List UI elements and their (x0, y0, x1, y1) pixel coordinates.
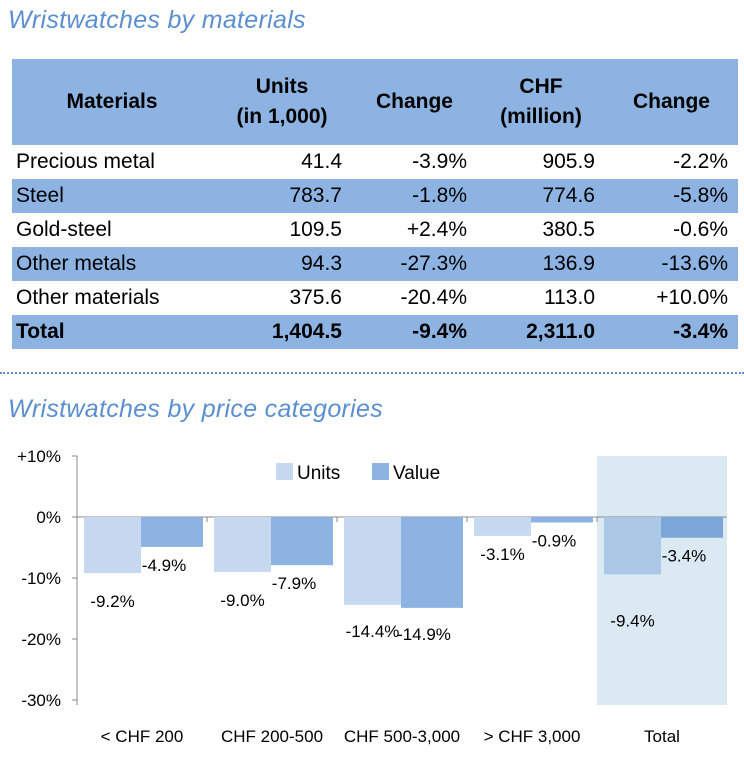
data-label: -14.9% (397, 625, 451, 644)
bar-units (344, 517, 401, 605)
table-row: Precious metal 41.4 -3.9% 905.9 -2.2% (12, 145, 738, 179)
table-cell: 774.6 (477, 179, 605, 213)
bar-value (141, 517, 203, 547)
table-cell: Total (12, 315, 212, 349)
data-label: -3.1% (480, 545, 524, 564)
table-cell: 109.5 (289, 218, 342, 241)
legend-swatch-value (372, 463, 389, 480)
column-header: Units (in 1,000) (212, 59, 352, 145)
bar-units (474, 517, 531, 536)
legend-swatch-units (276, 463, 293, 480)
column-header: CHF (million) (477, 59, 605, 145)
table-cell: -9.4% (352, 315, 477, 349)
bar-value (401, 517, 463, 608)
table-cell: -5.8% (605, 179, 738, 213)
table-cell: -27.3% (352, 247, 477, 281)
legend-label: Value (393, 463, 440, 484)
materials-table: Materials Units (in 1,000) Change CHF (millio… (12, 59, 738, 349)
bar-value (661, 517, 723, 538)
bar-value (531, 517, 593, 523)
table-cell: 94.3 (212, 247, 352, 281)
data-label: -3.4% (662, 547, 706, 566)
bar-units (214, 517, 271, 572)
table-cell: Steel (12, 179, 212, 213)
y-tick-label: -30% (21, 691, 61, 710)
x-tick-label: < CHF 200 (101, 727, 184, 746)
y-tick-label: +10% (17, 447, 61, 466)
table-cell: -2.2% (673, 150, 728, 173)
total-row: Total 1,404.5 -9.4% 2,311.0 -3.4% (12, 315, 738, 349)
section-divider (0, 372, 744, 374)
data-label: -9.0% (220, 591, 264, 610)
table-cell: 375.6 (289, 286, 342, 309)
table-row: Other materials 375.6 -20.4% 113.0 +10.0% (12, 281, 738, 315)
table-cell: 1,404.5 (212, 315, 352, 349)
table-cell: 905.9 (542, 150, 595, 173)
data-label: -7.9% (272, 574, 316, 593)
data-label: -4.9% (142, 556, 186, 575)
table-cell: -3.9% (412, 150, 467, 173)
table-cell: -13.6% (605, 247, 738, 281)
x-tick-label: Total (644, 727, 680, 746)
table-cell: Precious metal (16, 150, 155, 173)
bar-value (271, 517, 333, 566)
data-label: -14.4% (346, 622, 400, 641)
table-cell: 136.9 (477, 247, 605, 281)
highlight-band (597, 456, 727, 705)
table-cell: 113.0 (544, 286, 595, 309)
table-cell: -20.4% (400, 286, 467, 309)
x-tick-label: > CHF 3,000 (484, 727, 581, 746)
legend-label: Units (297, 463, 340, 484)
column-header: Change (352, 59, 477, 145)
data-label: -9.4% (610, 611, 654, 630)
y-tick-label: 0% (36, 508, 61, 527)
table-cell: Gold-steel (16, 218, 112, 241)
bar-units (604, 517, 661, 575)
x-tick-label: CHF 500-3,000 (344, 727, 460, 746)
table-cell: Other materials (16, 286, 160, 309)
table-row: Steel 783.7 -1.8% 774.6 -5.8% (12, 179, 738, 213)
bar-units (84, 517, 141, 574)
y-tick-label: -10% (21, 569, 61, 588)
table-cell: +10.0% (656, 286, 728, 309)
column-header: Change (605, 59, 738, 145)
price-section-title: Wristwatches by price categories (8, 395, 384, 423)
table-cell: 380.5 (542, 218, 595, 241)
materials-section-title: Wristwatches by materials (8, 6, 306, 34)
table-cell: +2.4% (406, 218, 467, 241)
table-cell: Other metals (12, 247, 212, 281)
table-row: Gold-steel 109.5 +2.4% 380.5 -0.6% (12, 213, 738, 247)
table-cell: 41.4 (301, 150, 342, 173)
table-cell: 2,311.0 (477, 315, 605, 349)
table-cell: 783.7 (212, 179, 352, 213)
data-label: -9.2% (90, 592, 134, 611)
table-cell: -0.6% (673, 218, 728, 241)
table-cell: -1.8% (352, 179, 477, 213)
table-row: Other metals 94.3 -27.3% 136.9 -13.6% (12, 247, 738, 281)
y-tick-label: -20% (21, 630, 61, 649)
column-header: Materials (12, 59, 212, 145)
data-label: -0.9% (532, 531, 576, 550)
table-cell: -3.4% (605, 315, 738, 349)
x-tick-label: CHF 200-500 (221, 727, 323, 746)
